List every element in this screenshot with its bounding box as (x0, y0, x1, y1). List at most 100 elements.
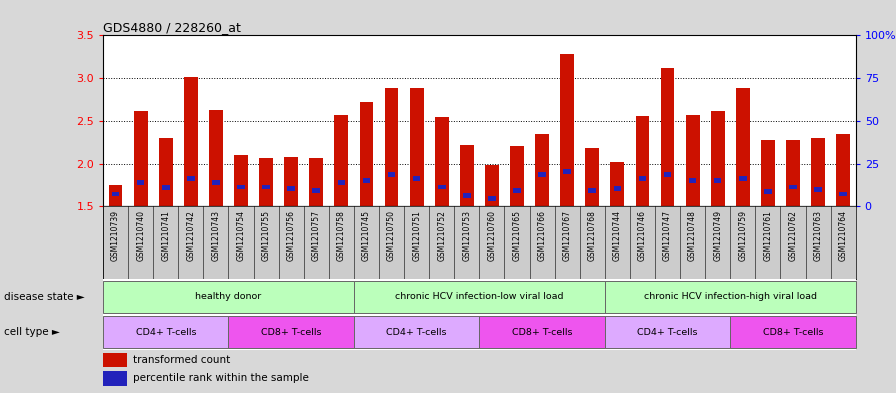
Bar (689, 178, 696, 183)
Text: CD4+ T-cells: CD4+ T-cells (386, 328, 447, 336)
Text: GSM1210768: GSM1210768 (588, 210, 597, 261)
Text: CD8+ T-cells: CD8+ T-cells (261, 328, 322, 336)
Text: GSM1210756: GSM1210756 (287, 210, 296, 261)
Bar (409, 88, 424, 206)
Bar (103, 353, 127, 367)
Text: GSM1210741: GSM1210741 (161, 210, 170, 261)
Bar (730, 316, 856, 348)
Bar (664, 172, 671, 176)
Text: GSM1210759: GSM1210759 (738, 210, 747, 261)
Bar (513, 188, 521, 193)
Text: GSM1210761: GSM1210761 (763, 210, 772, 261)
Text: GSM1210755: GSM1210755 (262, 210, 271, 261)
Bar (137, 180, 144, 185)
Text: GSM1210758: GSM1210758 (337, 210, 346, 261)
Bar (488, 196, 495, 200)
Bar (234, 155, 248, 206)
Text: GSM1210743: GSM1210743 (211, 210, 220, 261)
Bar (485, 165, 499, 206)
Text: GSM1210742: GSM1210742 (186, 210, 195, 261)
Text: GSM1210750: GSM1210750 (387, 210, 396, 261)
Bar (610, 162, 625, 206)
Bar (605, 281, 856, 313)
Bar (363, 178, 370, 183)
Bar (463, 193, 470, 198)
Bar (413, 176, 420, 181)
Bar (384, 88, 399, 206)
Text: GSM1210753: GSM1210753 (462, 210, 471, 261)
Text: GSM1210752: GSM1210752 (437, 210, 446, 261)
Bar (159, 138, 173, 206)
Bar (639, 176, 646, 181)
Bar (605, 316, 730, 348)
Bar (354, 281, 605, 313)
Bar (811, 138, 825, 206)
Bar (585, 148, 599, 206)
Bar (789, 185, 797, 189)
Bar (388, 172, 395, 176)
Bar (359, 102, 374, 206)
Text: percentile rank within the sample: percentile rank within the sample (134, 373, 309, 384)
Bar (309, 158, 323, 206)
Text: GSM1210751: GSM1210751 (412, 210, 421, 261)
Text: GSM1210745: GSM1210745 (362, 210, 371, 261)
Text: GSM1210749: GSM1210749 (713, 210, 722, 261)
Text: CD8+ T-cells: CD8+ T-cells (512, 328, 573, 336)
Bar (108, 185, 123, 206)
Bar (338, 180, 345, 185)
Text: disease state ►: disease state ► (4, 292, 85, 302)
Text: chronic HCV infection-low viral load: chronic HCV infection-low viral load (395, 292, 564, 301)
Bar (736, 88, 750, 206)
Bar (103, 316, 228, 348)
Text: GSM1210767: GSM1210767 (563, 210, 572, 261)
Bar (237, 185, 245, 189)
Text: CD4+ T-cells: CD4+ T-cells (637, 328, 698, 336)
Text: GSM1210764: GSM1210764 (839, 210, 848, 261)
Bar (764, 189, 771, 194)
Bar (259, 158, 273, 206)
Bar (635, 116, 650, 206)
Bar (714, 178, 721, 183)
Text: healthy donor: healthy donor (195, 292, 262, 301)
Bar (460, 145, 474, 206)
Text: GSM1210744: GSM1210744 (613, 210, 622, 261)
Bar (228, 316, 354, 348)
Bar (564, 169, 571, 174)
Bar (614, 186, 621, 191)
Bar (209, 110, 223, 206)
Bar (761, 140, 775, 206)
Text: GSM1210762: GSM1210762 (788, 210, 797, 261)
Bar (212, 180, 220, 185)
Text: GDS4880 / 228260_at: GDS4880 / 228260_at (103, 21, 241, 34)
Text: GSM1210765: GSM1210765 (513, 210, 521, 261)
Text: GSM1210747: GSM1210747 (663, 210, 672, 261)
Bar (313, 188, 320, 193)
Bar (162, 185, 169, 190)
Text: GSM1210754: GSM1210754 (237, 210, 246, 261)
Bar (840, 191, 847, 196)
Bar (589, 188, 596, 193)
Bar (354, 316, 479, 348)
Bar (112, 192, 119, 196)
Bar (103, 281, 354, 313)
Text: GSM1210748: GSM1210748 (688, 210, 697, 261)
Bar (510, 147, 524, 206)
Bar (334, 115, 349, 206)
Text: GSM1210760: GSM1210760 (487, 210, 496, 261)
Bar (814, 187, 822, 192)
Text: GSM1210739: GSM1210739 (111, 210, 120, 261)
Text: GSM1210757: GSM1210757 (312, 210, 321, 261)
Text: CD4+ T-cells: CD4+ T-cells (135, 328, 196, 336)
Bar (187, 176, 194, 181)
Bar (685, 115, 700, 206)
Bar (288, 186, 295, 191)
Bar (438, 185, 445, 189)
Text: GSM1210746: GSM1210746 (638, 210, 647, 261)
Bar (103, 371, 127, 386)
Bar (739, 176, 746, 181)
Bar (479, 316, 605, 348)
Bar (263, 185, 270, 189)
Bar (535, 134, 549, 206)
Bar (284, 157, 298, 206)
Text: cell type ►: cell type ► (4, 327, 60, 337)
